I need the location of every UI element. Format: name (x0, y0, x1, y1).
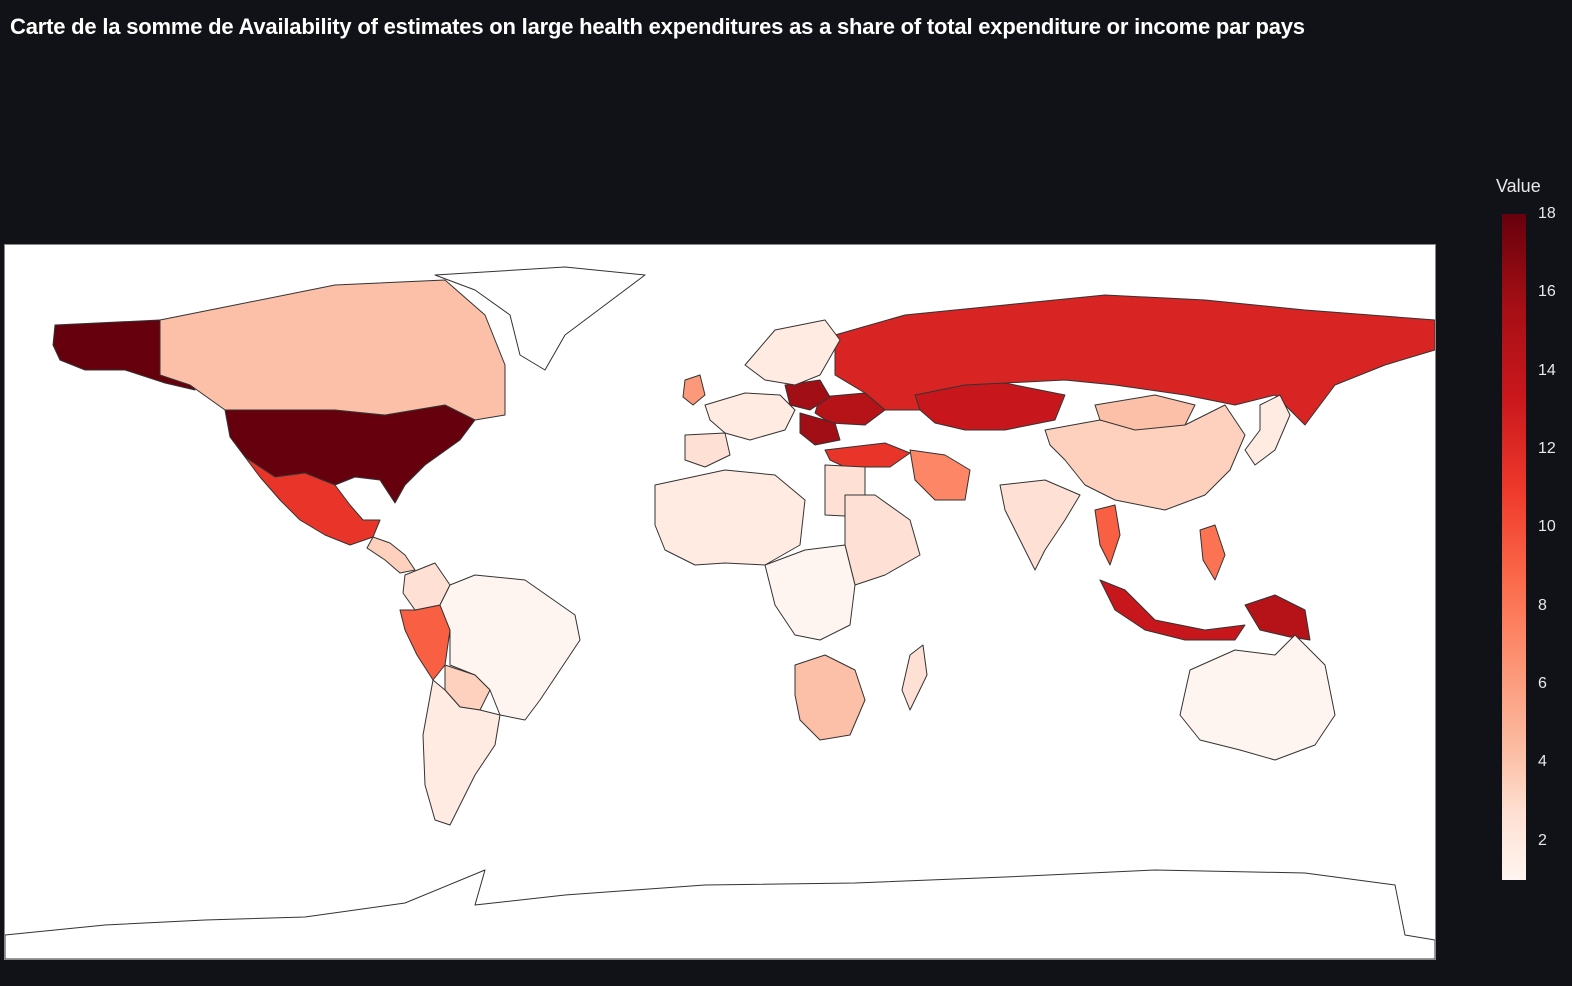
region-mexico[interactable] (244, 456, 381, 546)
region-east-africa[interactable] (844, 494, 921, 586)
region-argentina-chile[interactable] (422, 679, 501, 826)
region-west-africa[interactable] (654, 469, 806, 566)
world-map[interactable] (4, 244, 1436, 960)
region-central-america[interactable] (366, 536, 416, 574)
colorbar-tick: 8 (1538, 596, 1547, 614)
region-greenland[interactable] (434, 266, 646, 371)
region-iberia[interactable] (684, 432, 731, 468)
colorbar-tick: 16 (1538, 283, 1556, 301)
region-vietnam[interactable] (1094, 504, 1121, 566)
legend-title: Value (1496, 176, 1541, 196)
colorbar-tick: 18 (1538, 205, 1556, 222)
region-philippines[interactable] (1199, 524, 1226, 581)
chart-title: Carte de la somme de Availability of est… (10, 14, 1305, 39)
region-iran[interactable] (909, 449, 971, 501)
region-brazil[interactable] (439, 574, 581, 721)
region-papua[interactable] (1244, 594, 1311, 641)
colorbar-tick: 4 (1538, 753, 1547, 771)
region-mongolia[interactable] (1094, 394, 1196, 431)
region-madagascar[interactable] (901, 644, 928, 711)
region-uk[interactable] (682, 374, 706, 406)
colorbar (1502, 214, 1526, 880)
region-central-africa[interactable] (764, 544, 856, 641)
region-peru[interactable] (399, 604, 451, 681)
region-kazakhstan[interactable] (914, 382, 1066, 431)
region-western-europe[interactable] (704, 392, 796, 441)
region-scandinavia[interactable] (744, 319, 841, 386)
region-ukraine[interactable] (814, 392, 886, 426)
region-canada[interactable] (159, 279, 506, 421)
region-antarctica[interactable] (5, 869, 1435, 959)
region-poland[interactable] (784, 379, 831, 411)
colorbar-tick: 2 (1538, 831, 1547, 849)
region-russia[interactable] (834, 294, 1435, 426)
colorbar-tick: 14 (1538, 361, 1556, 379)
map-svg[interactable] (5, 245, 1435, 959)
region-indonesia[interactable] (1099, 579, 1246, 641)
region-usa[interactable] (224, 404, 476, 504)
region-romania[interactable] (799, 412, 841, 446)
region-turkey[interactable] (824, 442, 911, 468)
region-south-africa[interactable] (794, 654, 866, 741)
colorbar-tick: 12 (1538, 440, 1556, 458)
colorbar-tick: 10 (1538, 518, 1556, 536)
region-india[interactable] (999, 479, 1081, 571)
region-australia[interactable] (1179, 634, 1336, 761)
colorbar-tick: 6 (1538, 675, 1547, 693)
region-japan[interactable] (1244, 394, 1291, 466)
